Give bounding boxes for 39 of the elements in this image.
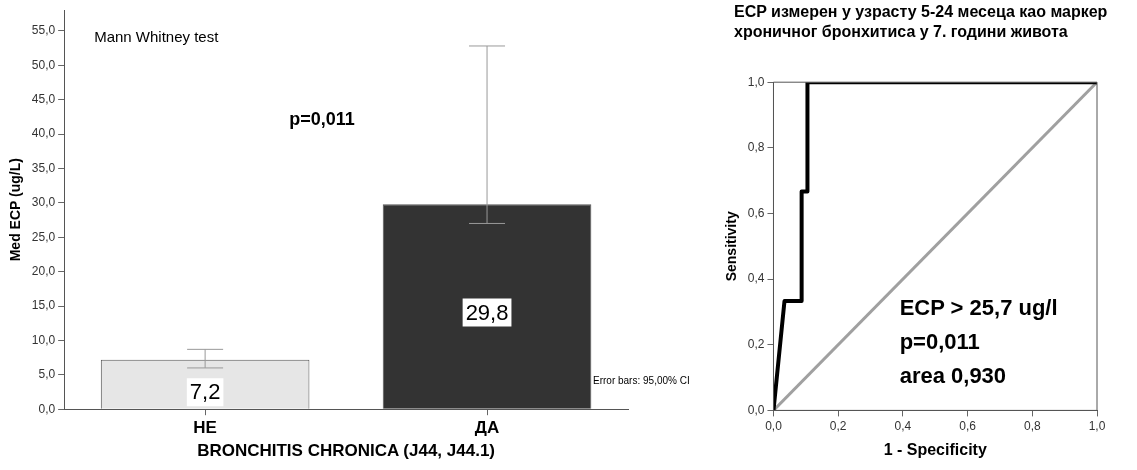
x-tick-label: 0,2 <box>829 418 847 433</box>
y-tick-label: 30,0 <box>31 195 56 210</box>
y-tick-label: 25,0 <box>31 229 56 244</box>
annotation: Error bars: 95,00% CI <box>593 374 690 386</box>
x-axis-title: 1 - Specificity <box>883 440 987 458</box>
annotation: ECP > 25,7 ug/l <box>899 294 1058 320</box>
y-tick-label: 15,0 <box>31 298 56 313</box>
annotation: p=0,011 <box>899 328 980 354</box>
y-axis-title: Med ECP (ug/L) <box>7 158 24 262</box>
y-tick-label: 5,0 <box>38 367 56 382</box>
x-tick-label: 1,0 <box>1088 418 1106 433</box>
y-tick-label: 45,0 <box>31 91 56 106</box>
x-tick-label: 0,8 <box>1023 418 1041 433</box>
y-tick-label: 0,0 <box>38 401 56 416</box>
y-tick-label: 0,0 <box>747 402 765 417</box>
annotation: area 0,930 <box>899 362 1007 388</box>
x-tick-label: 0,6 <box>959 418 977 433</box>
y-tick-label: 35,0 <box>31 160 56 175</box>
y-tick-label: 50,0 <box>31 57 56 72</box>
annotation: Mann Whitney test <box>94 28 220 46</box>
y-tick-label: 55,0 <box>31 23 56 38</box>
chart-title: ECP измерен у узрасту 5-24 месеца као маркер хроничног бронхитиса у 7. години живота <box>733 2 1109 42</box>
x-tick-label: ДА <box>474 418 500 438</box>
y-tick-label: 20,0 <box>31 263 56 278</box>
y-tick-label: 10,0 <box>31 332 56 347</box>
y-tick-label: 0,8 <box>747 140 765 155</box>
y-tick-label: 40,0 <box>31 126 56 141</box>
x-tick-label: 0,0 <box>765 418 783 433</box>
y-axis-title: Sensitivity <box>723 211 740 282</box>
data-label: 7,2 <box>189 379 221 405</box>
x-tick-label: НЕ <box>193 418 217 438</box>
x-tick-label: 0,4 <box>894 418 912 433</box>
annotation: p=0,011 <box>289 109 355 130</box>
y-tick-label: 0,2 <box>747 337 765 352</box>
y-tick-label: 1,0 <box>747 74 765 89</box>
data-label: 29,8 <box>465 299 509 325</box>
y-tick-label: 0,6 <box>747 205 765 220</box>
y-tick-label: 0,4 <box>747 271 765 286</box>
x-axis-title: BRONCHITIS CHRONICA (J44, J44.1) <box>197 441 496 461</box>
